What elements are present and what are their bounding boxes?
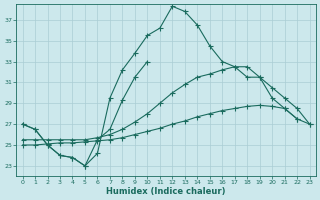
X-axis label: Humidex (Indice chaleur): Humidex (Indice chaleur) <box>106 187 226 196</box>
